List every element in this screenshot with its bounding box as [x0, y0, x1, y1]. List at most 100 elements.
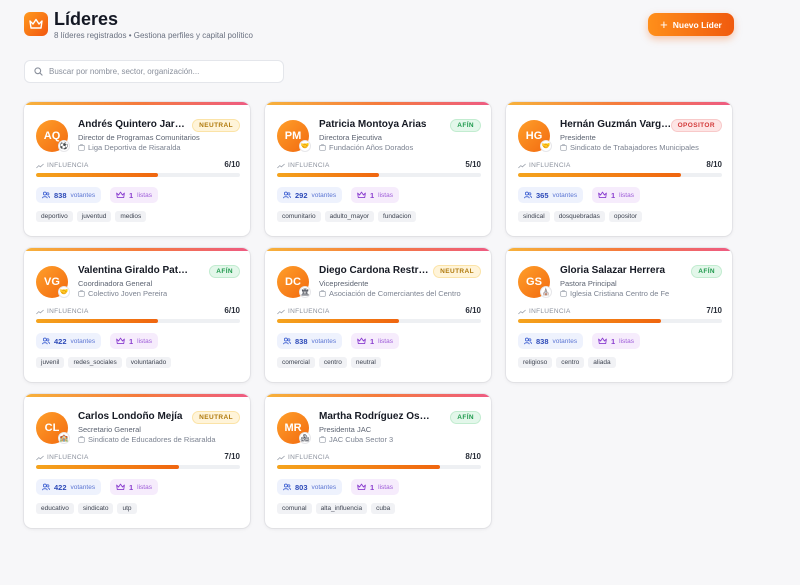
leader-tag: aliada [588, 357, 616, 368]
leader-organization: Fundación Años Dorados [319, 143, 475, 152]
status-badge: NEUTRAL [192, 119, 240, 132]
leader-card[interactable]: AQ ⚽ Andrés Quintero Jaramillo NEUTRAL D… [24, 102, 250, 236]
influence-bar [518, 173, 722, 177]
lists-suffix: listas [137, 337, 152, 345]
lists-chip[interactable]: 1 listas [592, 187, 640, 203]
trend-icon [518, 309, 526, 315]
trend-icon [36, 163, 44, 169]
influence-label: INFLUENCIA [277, 454, 330, 461]
leader-card[interactable]: HG 🤝 Hernán Guzmán Vargas OPOSITOR Presi… [506, 102, 732, 236]
leader-organization: Asociación de Comerciantes del Centro [319, 289, 475, 298]
leader-tag: fundacion [378, 211, 417, 222]
tag-list: comunitario adulto_mayor fundacion [277, 211, 417, 222]
influence-label-text: INFLUENCIA [47, 454, 89, 461]
influence-bar [277, 465, 481, 469]
influence-bar-fill [36, 173, 159, 177]
card-accent-bar [265, 248, 491, 251]
status-badge: AFÍN [450, 411, 481, 424]
leader-tag: sindicato [77, 503, 114, 514]
new-leader-button[interactable]: + Nuevo Líder [648, 13, 734, 36]
leader-name: Gloria Salazar Herrera [560, 265, 666, 276]
trend-icon [277, 455, 285, 461]
status-badge: NEUTRAL [192, 411, 240, 424]
trend-icon [277, 163, 285, 169]
card-accent-bar [24, 394, 250, 397]
people-icon [42, 483, 50, 491]
crown-icon [357, 191, 366, 199]
influence-label-text: INFLUENCIA [288, 162, 330, 169]
lists-suffix: listas [137, 483, 152, 491]
status-badge: AFÍN [691, 265, 722, 278]
leader-card[interactable]: DC 🏛 Diego Cardona Restrepo NEUTRAL Vice… [265, 248, 491, 382]
people-icon [524, 337, 532, 345]
influence-value: 7/10 [224, 452, 240, 461]
card-accent-bar [265, 394, 491, 397]
building-icon [319, 144, 326, 151]
leader-card[interactable]: MR 🏘 Martha Rodríguez Ospina AFÍN Presid… [265, 394, 491, 528]
lists-chip[interactable]: 1 listas [351, 187, 399, 203]
influence-label-text: INFLUENCIA [288, 308, 330, 315]
lists-suffix: listas [378, 191, 393, 199]
search-input[interactable] [49, 67, 269, 76]
voters-chip[interactable]: 365 votantes [518, 187, 584, 203]
voters-count: 803 [295, 482, 308, 492]
leader-organization: Sindicato de Trabajadores Municipales [560, 143, 716, 152]
influence-value: 8/10 [465, 452, 481, 461]
influence-value: 8/10 [706, 160, 722, 169]
building-icon: 🏛 [299, 286, 311, 298]
voters-chip[interactable]: 292 votantes [277, 187, 343, 203]
leader-card[interactable]: GS ⛪ Gloria Salazar Herrera AFÍN Pastora… [506, 248, 732, 382]
leader-organization: Sindicato de Educadores de Risaralda [78, 435, 234, 444]
lists-chip[interactable]: 1 listas [110, 187, 158, 203]
card-accent-bar [265, 102, 491, 105]
voters-chip[interactable]: 838 votantes [518, 333, 584, 349]
leader-card[interactable]: PM 🤝 Patricia Montoya Arias AFÍN Directo… [265, 102, 491, 236]
voters-chip[interactable]: 838 votantes [36, 187, 102, 203]
leader-name: Diego Cardona Restrepo [319, 265, 431, 276]
lists-chip[interactable]: 1 listas [351, 333, 399, 349]
people-icon [42, 191, 50, 199]
leader-tag: centro [556, 357, 585, 368]
influence-bar [36, 173, 240, 177]
leader-tag: cuba [371, 503, 396, 514]
influence-bar [518, 319, 722, 323]
crown-icon [357, 337, 366, 345]
organization-name: Sindicato de Trabajadores Municipales [570, 143, 699, 152]
tag-list: juvenil redes_sociales voluntariado [36, 357, 172, 368]
voters-chip[interactable]: 803 votantes [277, 479, 343, 495]
lists-chip[interactable]: 1 listas [110, 479, 158, 495]
lists-chip[interactable]: 1 listas [351, 479, 399, 495]
tag-list: deportivo juventud medios [36, 211, 147, 222]
organization-name: Fundación Años Dorados [329, 143, 414, 152]
leader-card[interactable]: CL 🏫 Carlos Londoño Mejía NEUTRAL Secret… [24, 394, 250, 528]
lists-chip[interactable]: 1 listas [110, 333, 158, 349]
card-accent-bar [24, 102, 250, 105]
school-icon: 🏫 [58, 432, 70, 444]
leader-tag: alta_influencia [315, 503, 368, 514]
leader-tag: voluntariado [125, 357, 172, 368]
people-icon [42, 337, 50, 345]
leaders-grid: AQ ⚽ Andrés Quintero Jaramillo NEUTRAL D… [24, 102, 734, 528]
tag-list: educativo sindicato utp [36, 503, 137, 514]
voters-count: 838 [536, 336, 549, 346]
lists-count: 1 [129, 336, 134, 346]
lists-count: 1 [611, 336, 616, 346]
influence-bar-fill [36, 465, 179, 469]
influence-value: 6/10 [224, 160, 240, 169]
influence-label: INFLUENCIA [518, 162, 571, 169]
leader-tag: opositor [608, 211, 643, 222]
lists-chip[interactable]: 1 listas [592, 333, 640, 349]
voters-chip[interactable]: 422 votantes [36, 333, 102, 349]
influence-label-text: INFLUENCIA [288, 454, 330, 461]
voters-chip[interactable]: 838 votantes [277, 333, 343, 349]
status-badge: AFÍN [450, 119, 481, 132]
leader-card[interactable]: VG 🤝 Valentina Giraldo Patiño AFÍN Coord… [24, 248, 250, 382]
community-icon: 🏘 [299, 432, 311, 444]
influence-bar-fill [518, 173, 682, 177]
handshake-icon: 🤝 [540, 140, 552, 152]
influence-bar-fill [518, 319, 661, 323]
voters-chip[interactable]: 422 votantes [36, 479, 102, 495]
leader-name: Patricia Montoya Arias [319, 119, 427, 130]
lists-suffix: listas [137, 191, 152, 199]
crown-icon [24, 12, 48, 36]
